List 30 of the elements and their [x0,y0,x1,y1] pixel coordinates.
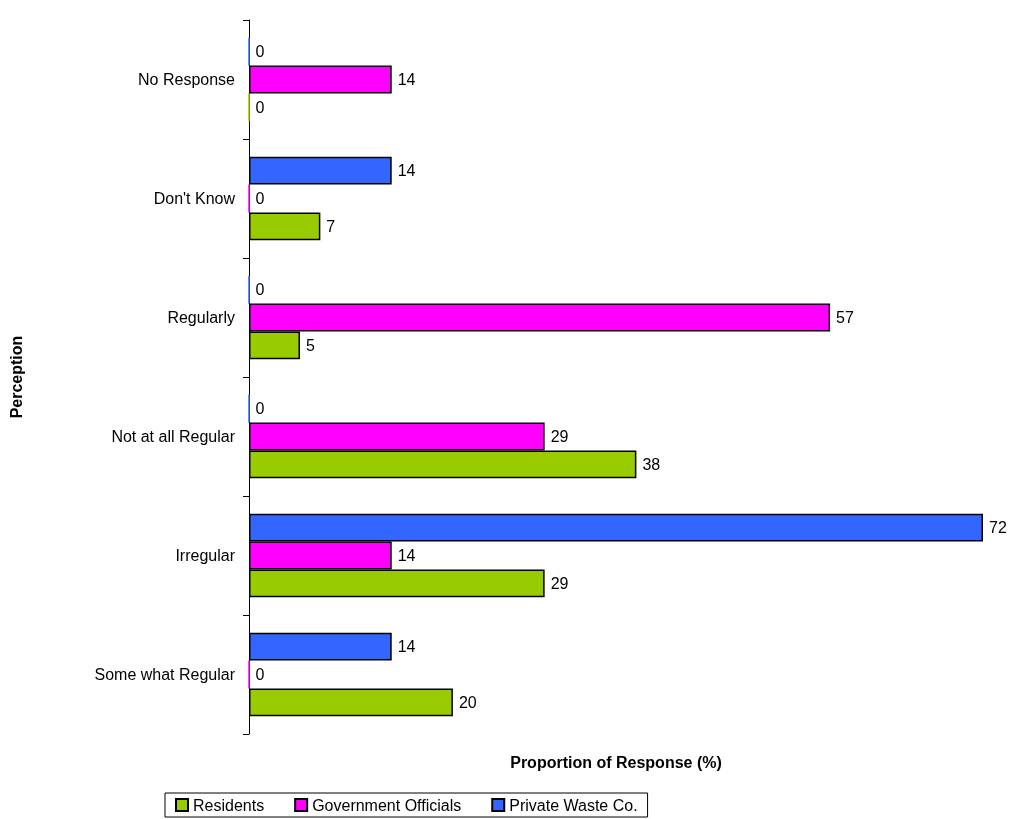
bar [249,65,392,94]
y-tick-label: Regularly [167,309,235,326]
y-tick-label: Don't Know [153,190,236,207]
y-tick-label: Some what Regular [94,666,236,683]
data-label: 29 [550,428,569,445]
y-tick-label: Irregular [175,547,236,564]
data-label: 38 [642,455,661,473]
legend-label: Residents [193,796,265,814]
data-label: 0 [255,190,265,207]
y-tick-label: No Response [138,71,236,88]
y-tick-label: Not at all Regular [111,428,236,445]
data-label: 29 [550,574,569,592]
x-axis-title: Proportion of Response (%) [510,753,722,771]
y-axis-title: Perception [7,335,25,419]
data-label: 0 [255,281,265,299]
data-label: 14 [397,162,416,180]
data-label: 0 [255,43,265,61]
data-label: 57 [836,309,854,326]
data-label: 5 [305,336,315,354]
data-label: 0 [255,666,265,683]
data-label: 14 [397,638,416,656]
data-label: 14 [397,547,416,564]
data-label: 14 [397,71,416,88]
legend-label: Private Waste Co. [509,796,638,814]
legend-label: Government Officials [312,796,462,814]
data-label: 20 [458,693,477,711]
data-label: 0 [255,400,265,418]
data-label: 7 [326,217,336,235]
data-label: 72 [989,519,1007,537]
data-label: 0 [255,98,265,116]
